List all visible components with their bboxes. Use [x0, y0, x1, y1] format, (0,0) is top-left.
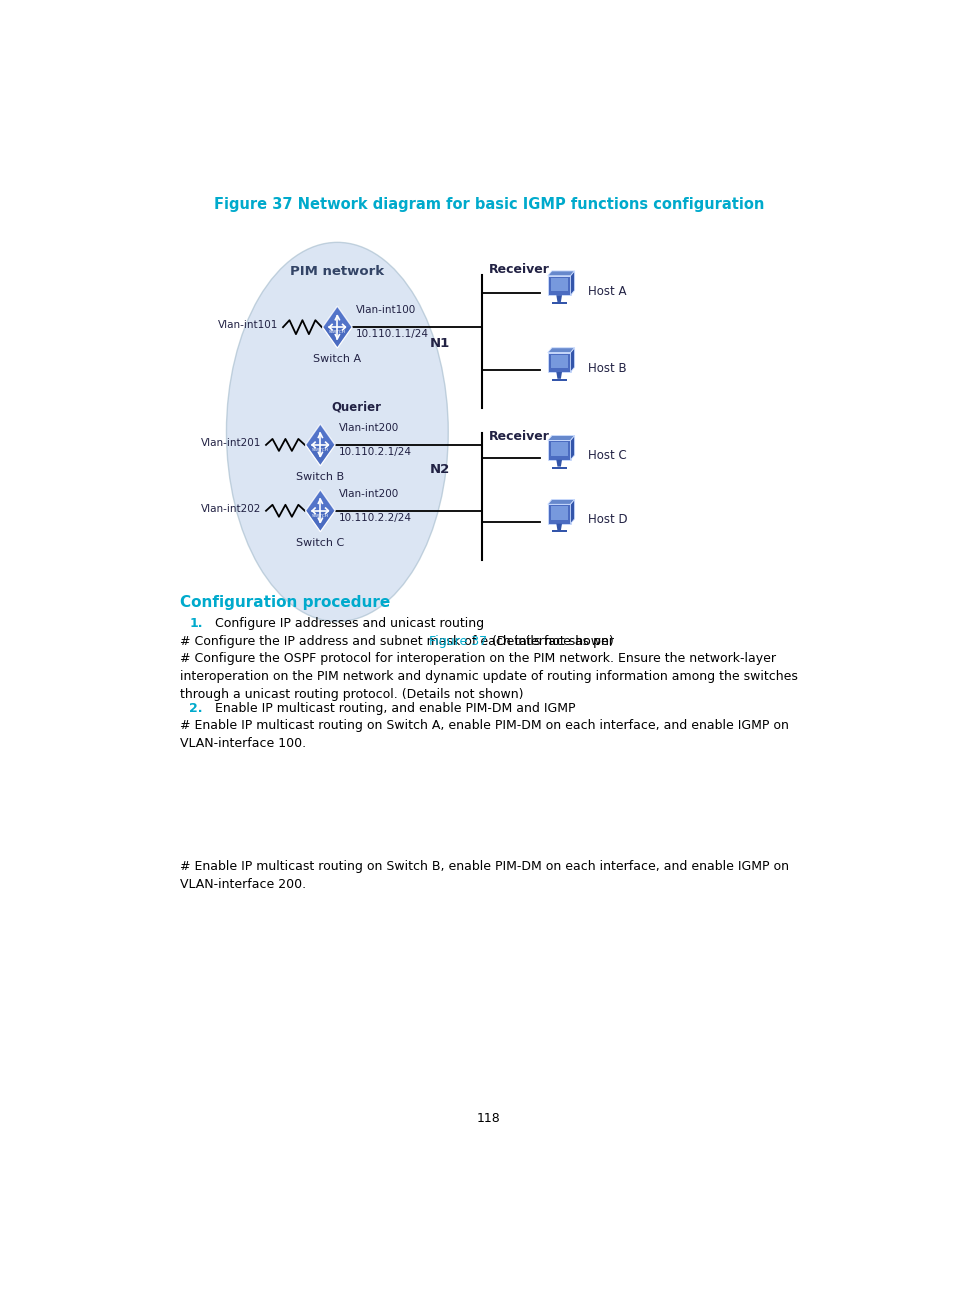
Polygon shape	[550, 507, 567, 520]
Polygon shape	[570, 347, 574, 372]
Polygon shape	[305, 490, 335, 531]
Text: Vlan-int200: Vlan-int200	[338, 489, 398, 499]
Text: Receiver: Receiver	[488, 430, 549, 443]
Text: Switch C: Switch C	[296, 538, 344, 548]
Text: interoperation on the PIM network and dynamic update of routing information amon: interoperation on the PIM network and dy…	[180, 670, 797, 683]
Polygon shape	[551, 467, 566, 469]
Polygon shape	[556, 372, 561, 378]
Text: Querier: Querier	[331, 400, 381, 413]
Text: Host C: Host C	[588, 450, 626, 463]
Polygon shape	[550, 442, 567, 456]
Text: 10.110.2.2/24: 10.110.2.2/24	[338, 513, 412, 522]
Polygon shape	[547, 504, 570, 524]
Polygon shape	[322, 306, 352, 327]
Polygon shape	[547, 271, 574, 276]
Polygon shape	[547, 441, 570, 460]
Polygon shape	[551, 378, 566, 381]
Polygon shape	[570, 271, 574, 295]
Text: Vlan-int202: Vlan-int202	[201, 504, 261, 513]
Text: Host D: Host D	[588, 513, 627, 526]
Polygon shape	[305, 490, 335, 511]
Text: # Configure the IP address and subnet mask of each interface as per: # Configure the IP address and subnet ma…	[180, 635, 618, 648]
Text: Configuration procedure: Configuration procedure	[180, 595, 390, 609]
Text: 1.: 1.	[190, 617, 203, 630]
Text: Host A: Host A	[588, 285, 626, 298]
Text: Vlan-int201: Vlan-int201	[201, 438, 261, 448]
Text: SWITCH: SWITCH	[312, 515, 329, 518]
Polygon shape	[556, 460, 561, 467]
Text: Configure IP addresses and unicast routing: Configure IP addresses and unicast routi…	[215, 617, 484, 630]
Text: . (Details not shown): . (Details not shown)	[484, 635, 614, 648]
Polygon shape	[550, 355, 567, 368]
Polygon shape	[570, 499, 574, 524]
Text: Receiver: Receiver	[488, 263, 549, 276]
Text: Switch A: Switch A	[313, 354, 361, 364]
Text: 2.: 2.	[190, 702, 203, 715]
Polygon shape	[547, 347, 574, 353]
Text: VLAN-interface 200.: VLAN-interface 200.	[180, 877, 306, 892]
Polygon shape	[547, 499, 574, 504]
Ellipse shape	[226, 242, 448, 622]
Text: Vlan-int101: Vlan-int101	[217, 320, 278, 330]
Polygon shape	[322, 306, 352, 349]
Text: Figure 37 Network diagram for basic IGMP functions configuration: Figure 37 Network diagram for basic IGMP…	[213, 197, 763, 213]
Polygon shape	[556, 524, 561, 530]
Polygon shape	[570, 435, 574, 460]
Polygon shape	[551, 530, 566, 533]
Text: Vlan-int200: Vlan-int200	[338, 422, 398, 433]
Text: SWITCH: SWITCH	[329, 330, 346, 334]
Text: Enable IP multicast routing, and enable PIM-DM and IGMP: Enable IP multicast routing, and enable …	[215, 702, 576, 715]
Polygon shape	[547, 276, 570, 295]
Polygon shape	[547, 353, 570, 372]
Text: # Configure the OSPF protocol for interoperation on the PIM network. Ensure the : # Configure the OSPF protocol for intero…	[180, 652, 775, 665]
Text: N2: N2	[430, 464, 450, 477]
Text: Switch B: Switch B	[296, 472, 344, 482]
Text: N1: N1	[430, 337, 450, 350]
Polygon shape	[305, 424, 335, 445]
Text: SWITCH: SWITCH	[312, 448, 329, 452]
Polygon shape	[550, 277, 567, 292]
Text: # Enable IP multicast routing on Switch B, enable PIM-DM on each interface, and : # Enable IP multicast routing on Switch …	[180, 861, 788, 874]
Text: through a unicast routing protocol. (Details not shown): through a unicast routing protocol. (Det…	[180, 688, 523, 701]
Text: 118: 118	[476, 1112, 500, 1125]
Text: # Enable IP multicast routing on Switch A, enable PIM-DM on each interface, and : # Enable IP multicast routing on Switch …	[180, 719, 788, 732]
Text: PIM network: PIM network	[290, 266, 384, 279]
Text: Vlan-int100: Vlan-int100	[355, 305, 416, 315]
Polygon shape	[556, 295, 561, 302]
Text: Figure 37: Figure 37	[428, 635, 486, 648]
Text: 10.110.1.1/24: 10.110.1.1/24	[355, 329, 429, 340]
Text: VLAN-interface 100.: VLAN-interface 100.	[180, 737, 306, 750]
Polygon shape	[551, 302, 566, 303]
Text: Host B: Host B	[588, 362, 626, 375]
Polygon shape	[547, 435, 574, 441]
Polygon shape	[305, 424, 335, 465]
Text: 10.110.2.1/24: 10.110.2.1/24	[338, 447, 412, 457]
